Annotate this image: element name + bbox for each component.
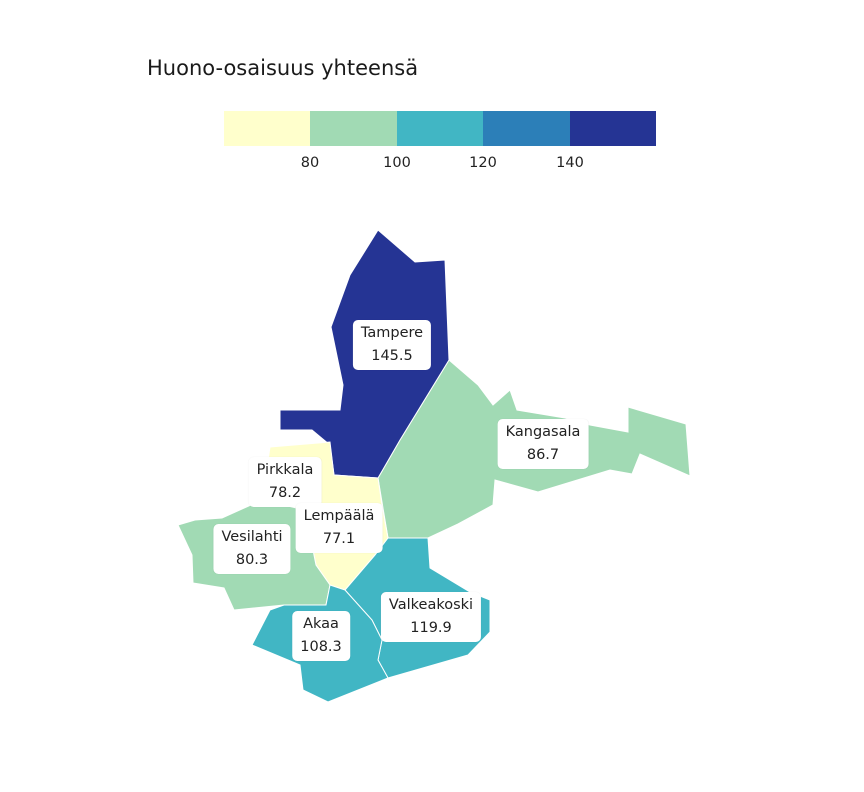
region-label-pirkkala: Pirkkala 78.2 — [248, 457, 322, 507]
region-label-lempaala: Lempäälä 77.1 — [295, 503, 383, 553]
region-value: 80.3 — [235, 552, 269, 568]
region-value: 119.9 — [410, 620, 452, 636]
region-name: Kangasala — [505, 424, 581, 440]
legend-tick-label: 120 — [469, 155, 497, 171]
legend-bin-4 — [483, 111, 570, 146]
color-legend — [224, 111, 657, 146]
legend-ticks: 80 100 120 140 — [224, 155, 656, 175]
region-name: Tampere — [360, 325, 424, 341]
region-value: 86.7 — [526, 447, 560, 463]
region-name: Akaa — [303, 616, 339, 632]
region-label-vesilahti: Vesilahti 80.3 — [213, 524, 291, 574]
region-label-tampere: Tampere 145.5 — [352, 320, 432, 370]
legend-tick-label: 80 — [300, 155, 320, 171]
region-name: Valkeakoski — [388, 597, 474, 613]
region-name: Lempäälä — [303, 508, 375, 524]
region-name: Pirkkala — [256, 462, 314, 478]
region-value: 145.5 — [371, 348, 413, 364]
region-value: 78.2 — [268, 485, 302, 501]
region-label-valkeakoski: Valkeakoski 119.9 — [380, 592, 482, 642]
region-value: 77.1 — [322, 531, 356, 547]
legend-bin-3 — [396, 111, 484, 146]
legend-bin-5 — [569, 111, 657, 146]
legend-bin-1 — [224, 111, 311, 146]
region-label-akaa: Akaa 108.3 — [292, 611, 350, 661]
region-label-kangasala: Kangasala 86.7 — [497, 419, 589, 469]
legend-tick-label: 100 — [383, 155, 411, 171]
map-title: Huono-osaisuus yhteensä — [147, 56, 419, 80]
legend-bin-2 — [310, 111, 397, 146]
legend-tick-label: 140 — [556, 155, 584, 171]
region-value: 108.3 — [300, 639, 342, 655]
region-name: Vesilahti — [221, 529, 283, 545]
